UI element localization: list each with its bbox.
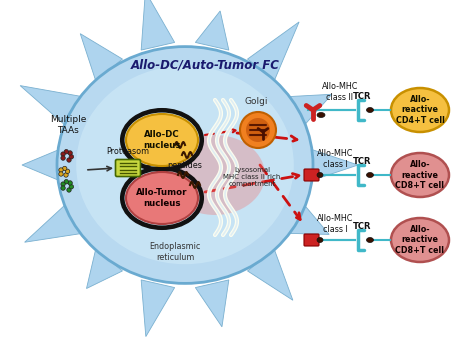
Text: Endoplasmic
reticulum: Endoplasmic reticulum [149, 242, 201, 262]
Polygon shape [287, 202, 329, 234]
Text: Allo-
reactive
CD8+T cell: Allo- reactive CD8+T cell [395, 160, 445, 190]
Circle shape [64, 180, 69, 184]
Circle shape [240, 112, 276, 148]
Ellipse shape [317, 238, 323, 242]
Circle shape [68, 151, 73, 155]
Polygon shape [22, 148, 63, 182]
Circle shape [64, 150, 69, 154]
Ellipse shape [391, 218, 449, 262]
Text: Allo-DC
nucleus: Allo-DC nucleus [143, 130, 181, 150]
Polygon shape [80, 34, 122, 81]
Circle shape [64, 173, 68, 177]
Text: Allo-MHC
class I: Allo-MHC class I [317, 214, 353, 234]
Circle shape [65, 169, 70, 173]
Circle shape [68, 181, 73, 185]
Text: Allo-Tumor
nucleus: Allo-Tumor nucleus [136, 188, 188, 208]
Circle shape [61, 182, 65, 186]
Text: Lysosomal
MHC class II rich
compartment: Lysosomal MHC class II rich compartment [223, 167, 281, 187]
Ellipse shape [126, 172, 198, 224]
Text: TCR: TCR [353, 222, 371, 231]
Circle shape [63, 166, 67, 171]
FancyBboxPatch shape [116, 159, 140, 176]
Text: Proteasom: Proteasom [107, 147, 150, 155]
Ellipse shape [76, 66, 294, 264]
Text: Allo-MHC
class I: Allo-MHC class I [317, 149, 353, 169]
Polygon shape [25, 202, 82, 242]
Polygon shape [287, 94, 332, 128]
Ellipse shape [391, 88, 449, 132]
Text: TCR: TCR [353, 92, 371, 101]
Circle shape [59, 172, 63, 176]
Text: peptides: peptides [168, 160, 202, 170]
Circle shape [61, 186, 65, 190]
Polygon shape [141, 280, 174, 337]
Circle shape [67, 158, 71, 162]
Text: Allo-MHC
class II: Allo-MHC class II [322, 82, 358, 102]
Polygon shape [247, 22, 299, 81]
Circle shape [69, 185, 73, 189]
Polygon shape [141, 0, 174, 50]
Circle shape [67, 188, 71, 192]
Text: Allo-DC/Auto-Tumor FC: Allo-DC/Auto-Tumor FC [130, 59, 280, 72]
Text: Multiple
TAAs: Multiple TAAs [50, 115, 86, 135]
Ellipse shape [126, 114, 198, 166]
Circle shape [61, 152, 65, 156]
Polygon shape [195, 280, 229, 327]
Text: TCR: TCR [353, 157, 371, 166]
Circle shape [59, 168, 63, 172]
Circle shape [246, 118, 270, 142]
Ellipse shape [317, 113, 325, 118]
Polygon shape [247, 250, 293, 300]
Ellipse shape [165, 135, 265, 215]
Polygon shape [20, 86, 82, 128]
FancyBboxPatch shape [304, 234, 319, 246]
Polygon shape [195, 11, 229, 50]
Ellipse shape [366, 107, 374, 113]
Ellipse shape [366, 172, 374, 177]
Polygon shape [86, 250, 122, 289]
Circle shape [69, 155, 73, 159]
Ellipse shape [366, 238, 374, 242]
Ellipse shape [57, 47, 313, 284]
Circle shape [61, 156, 65, 160]
Ellipse shape [317, 172, 323, 177]
Text: Allo-
reactive
CD4+T cell: Allo- reactive CD4+T cell [396, 95, 445, 125]
Text: Allo-
reactive
CD8+T cell: Allo- reactive CD8+T cell [395, 225, 445, 255]
Polygon shape [307, 148, 358, 182]
Text: Golgi: Golgi [244, 97, 268, 106]
Ellipse shape [391, 153, 449, 197]
FancyBboxPatch shape [304, 169, 319, 181]
